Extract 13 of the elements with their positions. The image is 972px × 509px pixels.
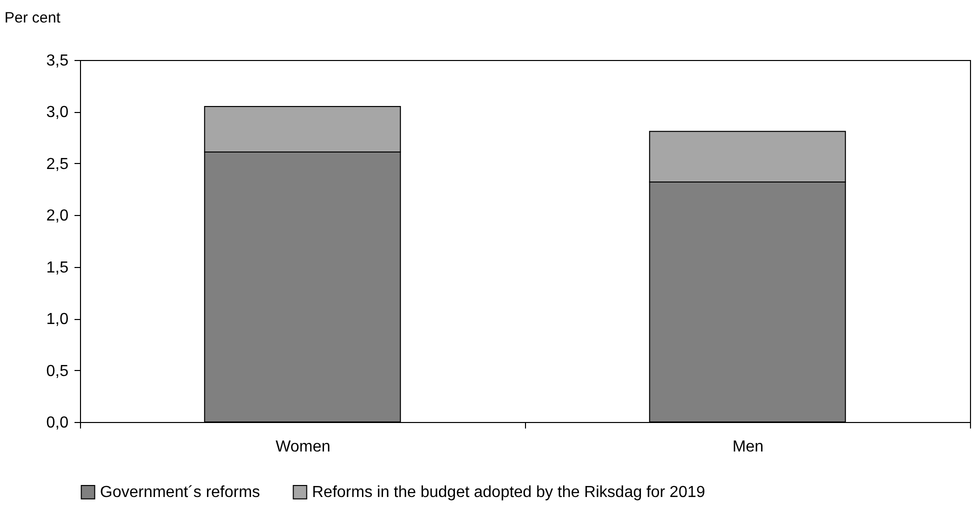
x-tick-label: Women [276, 438, 330, 456]
y-tick-label: 1,0 [46, 311, 69, 328]
y-tick-label: 3,5 [46, 52, 69, 70]
legend-label: Reforms in the budget adopted by the Riksdag for 2019 [312, 484, 706, 502]
y-tick-label: 0,5 [46, 362, 69, 380]
y-tick-label: 1,5 [46, 259, 69, 276]
y-tick-label: 2,0 [46, 208, 69, 225]
x-tick-label: Men [732, 438, 764, 456]
y-tick-label: 3,0 [46, 104, 69, 122]
legend-label: Government´s reforms [100, 484, 260, 502]
y-tick-label: 0,0 [46, 414, 69, 432]
y-axis-title: Per cent [4, 10, 62, 26]
y-tick-label: 2,5 [46, 156, 69, 173]
